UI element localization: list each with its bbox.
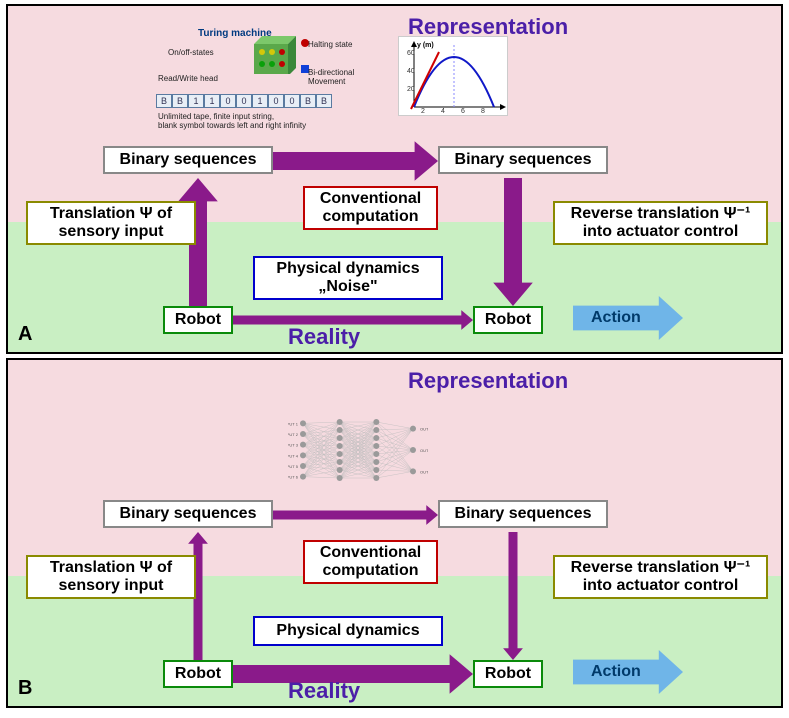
arrow	[493, 158, 533, 326]
tape-cell: 1	[204, 94, 220, 108]
svg-text:60: 60	[407, 50, 415, 57]
svg-text:INPUT 3: INPUT 3	[288, 443, 299, 448]
box-translation: Translation Ψ of sensory input	[26, 555, 196, 599]
box-robot_right: Robot	[473, 306, 543, 334]
svg-text:40: 40	[407, 68, 415, 75]
turing-label-2: Halting state	[308, 40, 352, 49]
box-reverse: Reverse translation Ψ⁻¹ into actuator co…	[553, 555, 768, 599]
svg-text:INPUT 4: INPUT 4	[288, 453, 299, 458]
trajectory-plot: y (m) 60 40 20 2 4 6 8	[398, 36, 508, 116]
svg-text:INPUT 5: INPUT 5	[288, 464, 299, 469]
neural-network: INPUT 1 INPUT 2 INPUT 3 INPUT 4 INPUT 5 INPUT…	[288, 410, 428, 490]
svg-text:INPUT 6: INPUT 6	[288, 475, 299, 480]
panel-A: Translation Ψ of sensory input Binary seq…	[6, 4, 783, 354]
turing-label-3: Bi-directional Movement	[308, 68, 354, 86]
tape-cell: B	[300, 94, 316, 108]
box-physical: Physical dynamics „Noise"	[253, 256, 443, 300]
representation-title: Representation	[408, 368, 568, 394]
svg-text:INPUT 2: INPUT 2	[288, 432, 299, 437]
tape-cell: 1	[252, 94, 268, 108]
arrow	[253, 141, 458, 181]
tape-cell: B	[156, 94, 172, 108]
box-binary_right: Binary sequences	[438, 146, 608, 174]
box-conv_comp: Conventional computation	[303, 186, 438, 230]
tape-cell: 0	[220, 94, 236, 108]
box-binary_left: Binary sequences	[103, 500, 273, 528]
action-arrow: Action	[573, 650, 683, 694]
svg-text:2: 2	[421, 108, 425, 115]
box-conv_comp: Conventional computation	[303, 540, 438, 584]
tape-cell: 0	[284, 94, 300, 108]
panel-label: A	[18, 323, 32, 346]
tape-cell: 0	[236, 94, 252, 108]
arrow	[493, 512, 533, 680]
tape-cell: B	[172, 94, 188, 108]
svg-text:20: 20	[407, 86, 415, 93]
action-arrow: Action	[573, 296, 683, 340]
reality-title: Reality	[288, 324, 360, 350]
action-label: Action	[573, 296, 659, 340]
svg-text:4: 4	[441, 108, 445, 115]
box-robot_left: Robot	[163, 660, 233, 688]
turing-cube	[248, 34, 298, 74]
box-robot_right: Robot	[473, 660, 543, 688]
svg-text:OUTPUT 2: OUTPUT 2	[420, 448, 428, 453]
box-binary_left: Binary sequences	[103, 146, 273, 174]
tape-cell: B	[316, 94, 332, 108]
box-robot_left: Robot	[163, 306, 233, 334]
svg-text:OUTPUT 3: OUTPUT 3	[420, 469, 428, 474]
turing-footer: Unlimited tape, finite input string, bla…	[158, 112, 306, 130]
svg-text:6: 6	[461, 108, 465, 115]
svg-text:OUTPUT 1: OUTPUT 1	[420, 427, 428, 432]
turing-label-1: Read/Write head	[158, 74, 218, 83]
panel-label: B	[18, 677, 32, 700]
turing-label-0: On/off-states	[168, 48, 214, 57]
svg-text:INPUT 1: INPUT 1	[288, 421, 299, 426]
arrow	[253, 495, 458, 535]
turing-tape: BB1100100BB	[156, 94, 332, 108]
panel-B: Translation Ψ of sensory input Binary seq…	[6, 358, 783, 708]
tape-cell: 0	[268, 94, 284, 108]
box-physical: Physical dynamics	[253, 616, 443, 646]
reality-title: Reality	[288, 678, 360, 704]
action-label: Action	[573, 650, 659, 694]
svg-text:8: 8	[481, 108, 485, 115]
box-translation: Translation Ψ of sensory input	[26, 201, 196, 245]
box-binary_right: Binary sequences	[438, 500, 608, 528]
tape-cell: 1	[188, 94, 204, 108]
box-reverse: Reverse translation Ψ⁻¹ into actuator co…	[553, 201, 768, 245]
svg-text:y (m): y (m)	[417, 42, 434, 49]
